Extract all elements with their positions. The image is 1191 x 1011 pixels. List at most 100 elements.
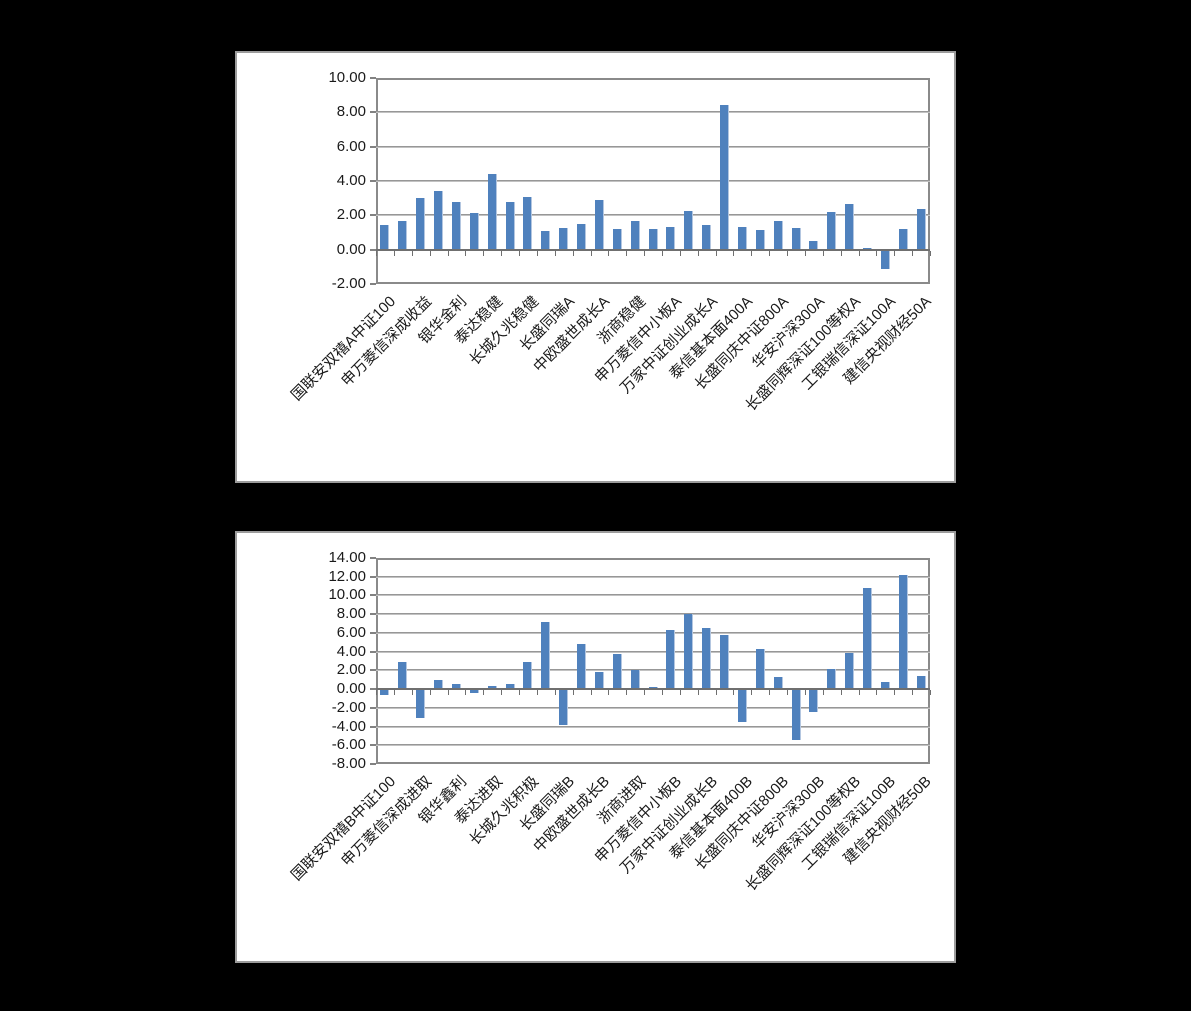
bar [469,212,479,250]
gridline [376,650,930,653]
bar [398,661,408,690]
bar [916,675,926,690]
bar [612,653,622,690]
y-axis-tick [370,77,376,79]
x-axis-tick [840,250,842,256]
bar [755,648,765,690]
y-tick-label: -2.00 [331,698,366,716]
bar [809,241,819,250]
bar [594,672,604,690]
x-axis-tick [894,690,896,696]
x-axis-tick [912,250,914,256]
y-tick-label: -8.00 [331,755,366,772]
x-axis-tick [429,690,431,696]
bar [523,197,533,250]
x-axis-tick [697,690,699,696]
x-axis-tick [912,690,914,696]
y-axis-tick [370,557,376,559]
gridline [376,669,930,672]
x-axis-tick [661,690,663,696]
bar [791,689,801,741]
x-axis-tick [536,250,538,256]
y-tick-label: 4.00 [336,172,366,189]
bar [898,229,908,250]
y-tick-label: 8.00 [336,103,366,121]
y-tick-label: -2.00 [331,275,366,292]
bar [845,652,855,690]
x-axis-tick [608,250,610,256]
y-axis-tick [370,214,376,217]
y-axis-tick [370,688,376,691]
y-tick-label: 4.00 [336,642,366,660]
bar [755,229,765,250]
x-axis-tick [733,250,735,256]
bar [648,229,658,250]
y-tick-label: 0.00 [336,240,366,258]
y-tick-label: 0.00 [336,680,366,698]
x-axis-tick [483,250,485,256]
y-axis-tick [370,283,376,285]
y-axis-tick [370,145,376,148]
x-axis-tick [751,690,753,696]
x-axis-tick [626,690,628,696]
x-axis-tick [483,690,485,696]
y-axis-tick [370,631,376,634]
x-axis-tick [376,250,377,256]
x-axis-tick [644,690,646,696]
bar [791,228,801,250]
gridline [376,180,930,182]
y-axis-tick [370,575,376,578]
x-axis-tick [697,250,699,256]
y-tick-label: 10.00 [328,69,366,86]
bar [380,689,390,695]
x-axis-tick [590,690,592,696]
bar [523,662,533,690]
x-axis-tick [804,690,806,696]
bar [827,211,837,250]
y-axis-tick [370,725,376,728]
gridline [376,706,930,709]
y-tick-label: -6.00 [331,736,366,754]
y-axis-tick [370,248,376,251]
x-axis-tick [572,690,574,696]
bar [720,104,729,250]
x-axis-tick [930,690,931,696]
bar [737,689,747,722]
x-axis-tick [411,250,413,256]
bar [434,191,443,250]
bar [737,227,747,250]
bar [880,249,890,269]
gridline [376,631,930,634]
y-axis-tick [370,594,376,597]
bar [898,574,908,690]
bar [666,227,676,250]
bar [559,689,569,725]
y-axis-tick [370,180,376,182]
x-axis-tick [679,690,681,696]
bar [773,220,783,250]
plot-area [376,558,930,764]
bar [380,224,390,250]
x-axis-tick [393,690,395,696]
bar [630,670,640,690]
bar [845,204,855,250]
bar [416,689,426,718]
y-axis-tick [370,669,376,672]
y-axis-tick [370,744,376,747]
bar [541,230,551,250]
gridline [376,575,930,578]
bar [559,228,569,250]
bar [773,677,783,690]
x-axis-tick [930,250,931,256]
x-axis-tick [411,690,413,696]
bar [469,689,479,694]
x-axis-tick [858,250,860,256]
y-tick-label: 8.00 [336,605,366,623]
x-axis-tick [447,690,449,696]
gridline [376,111,930,114]
bar [863,588,872,690]
bar [916,209,926,250]
gridline [376,613,930,616]
x-axis-tick [519,690,520,696]
bar [451,201,461,250]
